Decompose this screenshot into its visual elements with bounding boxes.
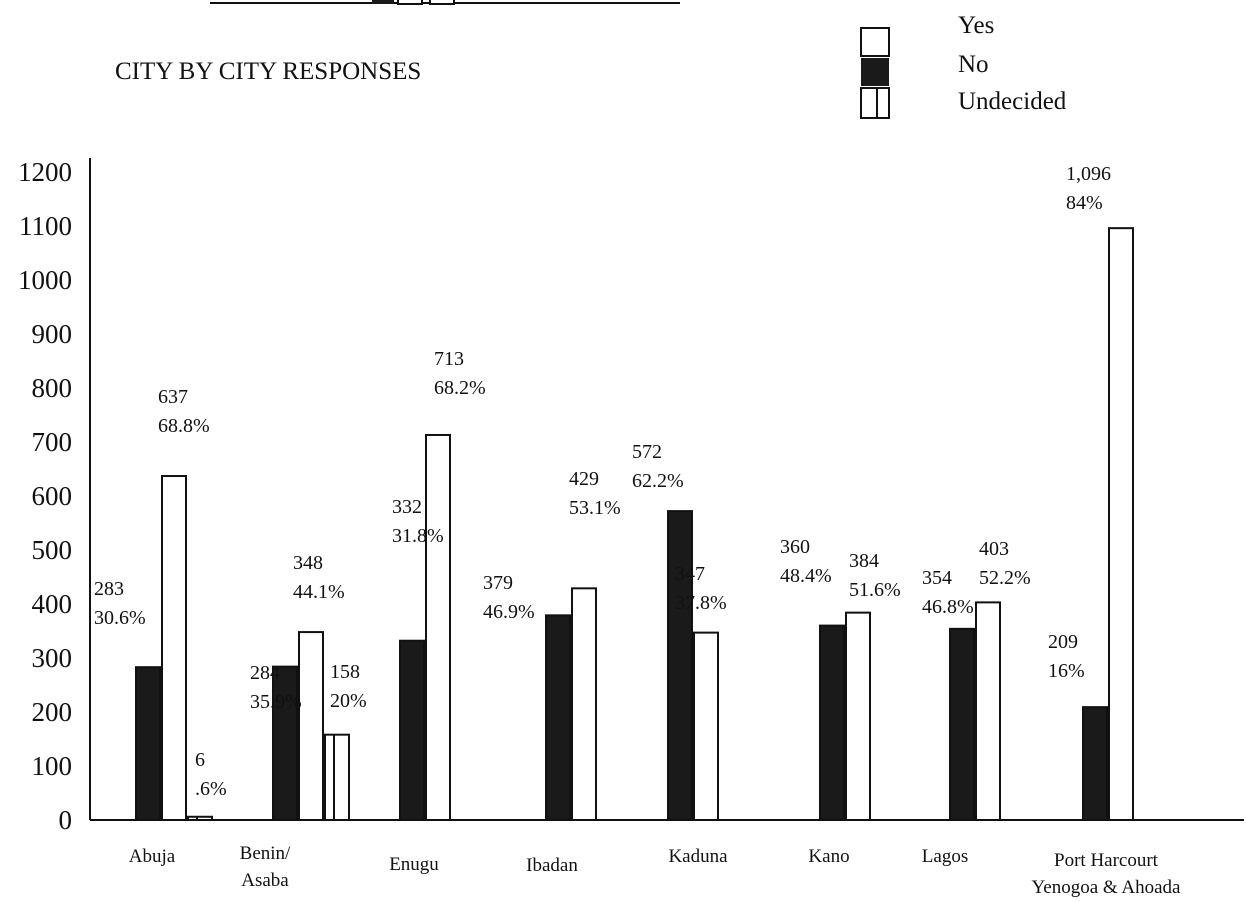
data-label-no: 283: [94, 578, 124, 600]
data-label-no: 332: [392, 496, 422, 518]
data-label-undecided: 6: [195, 749, 205, 771]
data-label-yes: 37.8%: [675, 592, 727, 614]
data-label-yes: 713: [434, 348, 464, 370]
data-label-no: 35.9%: [250, 691, 302, 713]
data-label-yes: 68.8%: [158, 415, 210, 437]
data-label-no: 46.8%: [922, 596, 974, 618]
y-tick-label: 900: [32, 319, 73, 349]
legend: Yes No Undecided: [860, 12, 1067, 119]
data-label-undecided: 158: [330, 661, 360, 683]
legend-label-no: No: [958, 51, 989, 78]
y-tick-label: 100: [32, 751, 73, 781]
data-label-no: 48.4%: [780, 565, 832, 587]
category-label: Ibadan: [526, 855, 578, 876]
category-label: Kano: [808, 846, 849, 867]
category-label: Kaduna: [668, 846, 728, 867]
category-label: Port Harcourt: [1054, 850, 1159, 871]
y-tick-label: 500: [32, 535, 73, 565]
bar-no-6: [949, 627, 975, 822]
bar-yes-2: [425, 433, 451, 821]
data-label-no: 16%: [1048, 660, 1085, 682]
bar-yes-1: [298, 631, 324, 822]
y-tick-label: 700: [32, 427, 73, 457]
y-tick-label: 300: [32, 643, 73, 673]
bar-no-3: [545, 614, 571, 822]
bar-no-7: [1082, 706, 1108, 822]
data-label-yes: 68.2%: [434, 377, 486, 399]
bar-undecided-0: [187, 815, 213, 822]
data-label-no: 46.9%: [483, 601, 535, 623]
data-label-yes: 52.2%: [979, 567, 1031, 589]
data-label-yes: 44.1%: [293, 581, 345, 603]
data-label-no: 62.2%: [632, 470, 684, 492]
data-label-yes: 51.6%: [849, 579, 901, 601]
data-label-no: 360: [780, 536, 810, 558]
bar-yes-3: [571, 587, 597, 822]
category-label: Yenogoa & Ahoada: [1031, 877, 1181, 898]
data-label-yes: 347: [675, 563, 705, 585]
y-tick-label: 1000: [18, 265, 72, 295]
data-label-yes: 637: [158, 386, 188, 408]
data-label-yes: 1,096: [1066, 163, 1111, 185]
legend-swatch-undecided: [860, 87, 890, 119]
y-axis-ticks: 0 100 200 300 400 500 600 700 800 900 1000 1100 1200: [18, 157, 72, 835]
category-label: Abuja: [129, 846, 176, 867]
data-label-no: 31.8%: [392, 525, 444, 547]
bar-no-5: [819, 624, 845, 821]
category-label: Lagos: [922, 846, 968, 867]
bars: [135, 227, 1134, 822]
bar-no-2: [399, 639, 425, 821]
bar-undecided-1: [324, 733, 350, 821]
bar-yes-4: [693, 631, 719, 821]
bar-no-1: [272, 665, 298, 822]
y-tick-label: 800: [32, 373, 73, 403]
bar-no-0: [135, 666, 161, 821]
legend-swatch-yes: [860, 27, 890, 57]
data-label-no: 379: [483, 572, 513, 594]
bar-yes-0: [161, 475, 187, 821]
category-label: Asaba: [241, 870, 289, 891]
category-label: Enugu: [389, 854, 439, 875]
y-tick-label: 1200: [18, 157, 72, 187]
data-label-no: 354: [922, 567, 952, 589]
chart-title: CITY BY CITY RESPONSES: [115, 58, 421, 85]
y-tick-label: 400: [32, 589, 73, 619]
data-label-yes: 348: [293, 552, 323, 574]
y-tick-label: 600: [32, 481, 73, 511]
data-label-yes: 403: [979, 538, 1009, 560]
bar-yes-5: [845, 611, 871, 822]
category-label: Benin/: [240, 843, 291, 864]
data-label-yes: 84%: [1066, 192, 1103, 214]
data-label-no: 572: [632, 441, 662, 463]
bar-yes-7: [1108, 227, 1134, 822]
bar-labels: 283 30.6% 284 35.9% 332 31.8% 379 46.9% 572 62.2%…: [94, 163, 1111, 800]
data-label-no: 30.6%: [94, 607, 146, 629]
data-label-undecided: 20%: [330, 690, 367, 712]
data-label-yes: 429: [569, 468, 599, 490]
y-tick-label: 200: [32, 697, 73, 727]
category-labels: Abuja Benin/Asaba Enugu Ibadan Kaduna Kano Lag…: [129, 843, 1181, 898]
cropped-header-fragment: [210, 0, 680, 5]
data-label-no: 209: [1048, 631, 1078, 653]
y-tick-label: 1100: [19, 211, 72, 241]
legend-label-yes: Yes: [958, 12, 994, 39]
data-label-no: 284: [250, 662, 280, 684]
bar-no-4: [667, 510, 693, 821]
bar-yes-6: [975, 601, 1001, 821]
legend-label-undecided: Undecided: [958, 88, 1067, 115]
data-label-yes: 53.1%: [569, 497, 621, 519]
legend-swatch-no: [861, 58, 889, 86]
y-tick-label: 0: [59, 805, 73, 835]
data-label-yes: 384: [849, 550, 879, 572]
data-label-undecided: .6%: [195, 778, 227, 800]
